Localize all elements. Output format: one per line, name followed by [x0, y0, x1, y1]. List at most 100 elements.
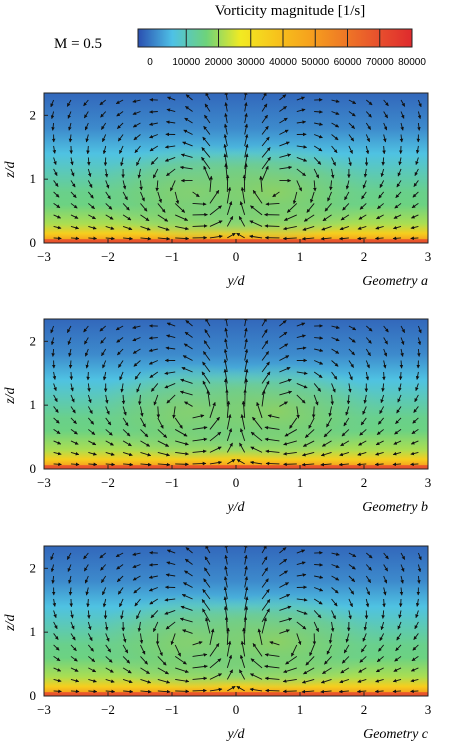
- velocity-arrow: [265, 449, 280, 454]
- velocity-arrow: [224, 163, 228, 181]
- velocity-arrow: [410, 678, 419, 683]
- velocity-arrow: [223, 586, 228, 600]
- velocity-arrow: [417, 122, 421, 131]
- velocity-arrow: [122, 667, 132, 674]
- velocity-arrow: [132, 99, 141, 103]
- velocity-arrow: [244, 102, 248, 112]
- velocity-arrow: [83, 564, 89, 572]
- velocity-arrow: [414, 168, 419, 177]
- velocity-arrow: [204, 329, 211, 338]
- velocity-arrow: [53, 225, 62, 230]
- velocity-arrow: [181, 594, 193, 600]
- velocity-arrow: [209, 220, 223, 227]
- velocity-arrow: [279, 547, 287, 554]
- velocity-arrow: [70, 383, 74, 392]
- velocity-arrow: [396, 406, 402, 414]
- velocity-arrow: [410, 236, 419, 241]
- velocity-arrow: [66, 552, 72, 560]
- velocity-arrow: [116, 575, 124, 583]
- velocity-arrow: [53, 667, 62, 672]
- velocity-arrow: [296, 573, 307, 577]
- velocity-arrow: [70, 191, 77, 199]
- velocity-arrow: [313, 610, 322, 619]
- velocity-arrow: [137, 168, 142, 179]
- velocity-arrow: [87, 383, 91, 392]
- velocity-arrow: [166, 561, 176, 565]
- geometry-label: Geometry a: [362, 274, 428, 289]
- velocity-arrow: [348, 587, 355, 595]
- velocity-arrow: [411, 214, 419, 219]
- velocity-arrow: [314, 110, 323, 114]
- velocity-arrow: [148, 360, 159, 365]
- velocity-arrow: [157, 236, 171, 241]
- velocity-arrow: [88, 440, 97, 446]
- panel-geometry-c: −3 −2 −1 0 1 2 3 0 1 2 y/d z/d Geometry c: [3, 545, 432, 742]
- velocity-arrow: [182, 141, 193, 147]
- velocity-arrow: [341, 656, 350, 664]
- velocity-arrow: [121, 394, 126, 405]
- velocity-arrow: [330, 621, 335, 632]
- velocity-arrow: [324, 203, 332, 212]
- velocity-arrow: [68, 360, 73, 369]
- velocity-arrow: [286, 203, 298, 213]
- velocity-arrow: [356, 689, 367, 694]
- velocity-arrow: [140, 406, 144, 417]
- velocity-arrow: [209, 431, 222, 442]
- velocity-arrow: [236, 685, 245, 692]
- velocity-arrow: [53, 644, 60, 651]
- velocity-arrow: [310, 191, 315, 203]
- velocity-arrow: [174, 429, 188, 437]
- x-tick-label: 3: [425, 475, 432, 490]
- velocity-arrow: [400, 575, 404, 584]
- velocity-arrow: [87, 406, 93, 415]
- velocity-arrow: [264, 653, 280, 657]
- velocity-arrow: [302, 225, 315, 231]
- velocity-arrow: [149, 598, 159, 605]
- x-tick-label: 3: [425, 702, 432, 717]
- velocity-arrow: [279, 378, 292, 384]
- velocity-arrow: [383, 348, 388, 357]
- velocity-arrow: [365, 598, 370, 608]
- velocity-arrow: [202, 361, 211, 373]
- velocity-arrow: [202, 608, 211, 623]
- velocity-arrow: [292, 191, 298, 205]
- velocity-arrow: [87, 610, 91, 619]
- velocity-arrow: [339, 225, 350, 231]
- velocity-arrow: [157, 429, 168, 438]
- velocity-arrow: [87, 633, 93, 642]
- velocity-arrow: [88, 462, 98, 467]
- velocity-arrow: [379, 406, 385, 415]
- velocity-arrow: [244, 133, 249, 147]
- velocity-arrow: [224, 113, 228, 124]
- velocity-arrow: [261, 567, 269, 577]
- velocity-arrow: [68, 348, 72, 357]
- velocity-arrow: [157, 225, 170, 231]
- velocity-arrow: [119, 145, 124, 154]
- velocity-arrow: [174, 191, 180, 205]
- velocity-arrow: [115, 325, 124, 331]
- velocity-arrow: [348, 371, 353, 381]
- velocity-arrow: [345, 180, 350, 190]
- velocity-arrow: [180, 153, 193, 158]
- velocity-arrow: [70, 417, 77, 425]
- velocity-arrow: [296, 561, 306, 565]
- velocity-arrow: [313, 621, 319, 632]
- velocity-arrow: [296, 120, 307, 124]
- velocity-arrow: [296, 598, 308, 602]
- velocity-arrow: [250, 460, 263, 465]
- velocity-arrow: [132, 111, 141, 115]
- velocity-arrow: [140, 440, 151, 447]
- velocity-arrow: [105, 417, 112, 426]
- velocity-arrow: [357, 451, 367, 456]
- velocity-arrow: [68, 134, 73, 143]
- velocity-arrow: [331, 371, 338, 380]
- velocity-arrow: [375, 440, 384, 446]
- velocity-arrow: [358, 440, 367, 446]
- velocity-arrow: [284, 429, 298, 437]
- velocity-arrow: [223, 123, 228, 135]
- velocity-arrow: [224, 327, 228, 338]
- velocity-arrow: [412, 417, 419, 424]
- velocity-arrow: [378, 644, 385, 652]
- y-tick-label: 2: [30, 107, 37, 122]
